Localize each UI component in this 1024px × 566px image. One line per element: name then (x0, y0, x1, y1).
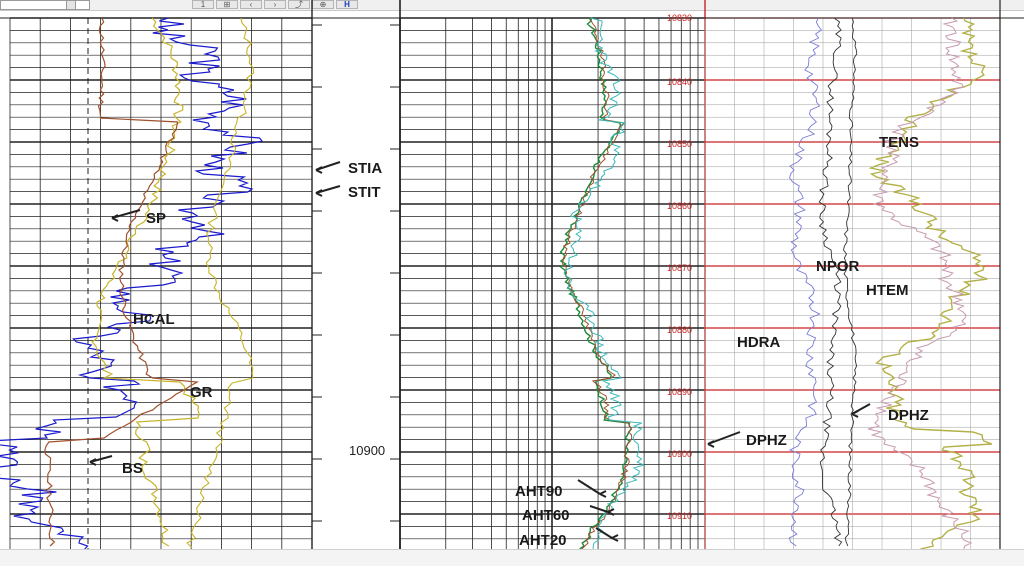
aht20-arrow (595, 527, 613, 539)
bs-arrow-head (89, 458, 97, 466)
depth-red-10880: 10880 (667, 325, 692, 335)
label-pointers (89, 161, 871, 542)
aht90-arrow-head (599, 490, 607, 498)
marker-stia: STIA (348, 160, 382, 177)
depth-red-10890: 10890 (667, 387, 692, 397)
label-aht60: AHT60 (522, 507, 570, 524)
htem-curve (843, 17, 858, 547)
rotate-button[interactable]: ⤴ (288, 0, 310, 9)
grid-lines (0, 0, 1024, 549)
dphz-pink-curve (867, 17, 973, 549)
aht60-curve (561, 17, 633, 549)
curve-labels: STIA STIT 10900 SP HCAL GR BS AHT90 AHT6… (122, 13, 929, 549)
tens-curve (788, 17, 823, 547)
back-button[interactable]: ‹ (240, 0, 262, 9)
well-log-image: STIA STIT 10900 SP HCAL GR BS AHT90 AHT6… (0, 0, 1024, 549)
stit-arrow-head (315, 189, 323, 197)
hcal-curve (91, 17, 200, 547)
label-dphz-left: DPHZ (746, 432, 787, 449)
label-gr: GR (190, 384, 213, 401)
npor-curve (818, 17, 843, 547)
sp-curve (44, 17, 200, 547)
depth-red-10830: 10830 (667, 13, 692, 23)
status-bar (0, 549, 1024, 566)
label-dphz-right: DPHZ (888, 407, 929, 424)
marker-stit: STIT (348, 184, 381, 201)
depth-red-10860: 10860 (667, 201, 692, 211)
log-curves (0, 17, 993, 549)
depth-red-10870: 10870 (667, 263, 692, 273)
zoom-slider-knob[interactable] (66, 0, 76, 10)
label-npor: NPOR (816, 258, 860, 275)
label-tens: TENS (879, 134, 919, 151)
dphz-right-arrow-head (851, 410, 859, 418)
header-button[interactable]: H (336, 0, 358, 9)
aht60-arrow-head (607, 508, 615, 516)
grid-button[interactable]: ⊞ (216, 0, 238, 9)
label-aht20: AHT20 (519, 532, 567, 549)
label-sp: SP (146, 210, 166, 227)
zoom-field[interactable] (0, 0, 90, 10)
forward-button[interactable]: › (264, 0, 286, 9)
label-aht90: AHT90 (515, 483, 563, 500)
page-button[interactable]: 1 (192, 0, 214, 9)
label-bs: BS (122, 460, 143, 477)
label-htem: HTEM (866, 282, 909, 299)
depth-red-10900: 10900 (667, 449, 692, 459)
toolbar: 1 ⊞ ‹ › ⤴ ⊕ H (0, 0, 1024, 11)
stia-arrow-head (315, 166, 323, 174)
depth-red-10910: 10910 (667, 511, 692, 521)
caliper-curve (186, 17, 255, 549)
label-hdra: HDRA (737, 334, 780, 351)
aht60-arrow (589, 505, 609, 513)
depth-label-10900: 10900 (349, 443, 385, 458)
aht90-curve (559, 17, 633, 549)
aht90-arrow (577, 479, 601, 495)
depth-red-10840: 10840 (667, 77, 692, 87)
dphz-left-arrow-head (707, 440, 715, 448)
depth-red-10850: 10850 (667, 139, 692, 149)
gr-curve (0, 17, 263, 549)
aht20-arrow-head (611, 534, 619, 542)
sp-arrow-head (111, 214, 119, 222)
label-hcal: HCAL (133, 311, 175, 328)
aht20-curve (563, 17, 646, 549)
